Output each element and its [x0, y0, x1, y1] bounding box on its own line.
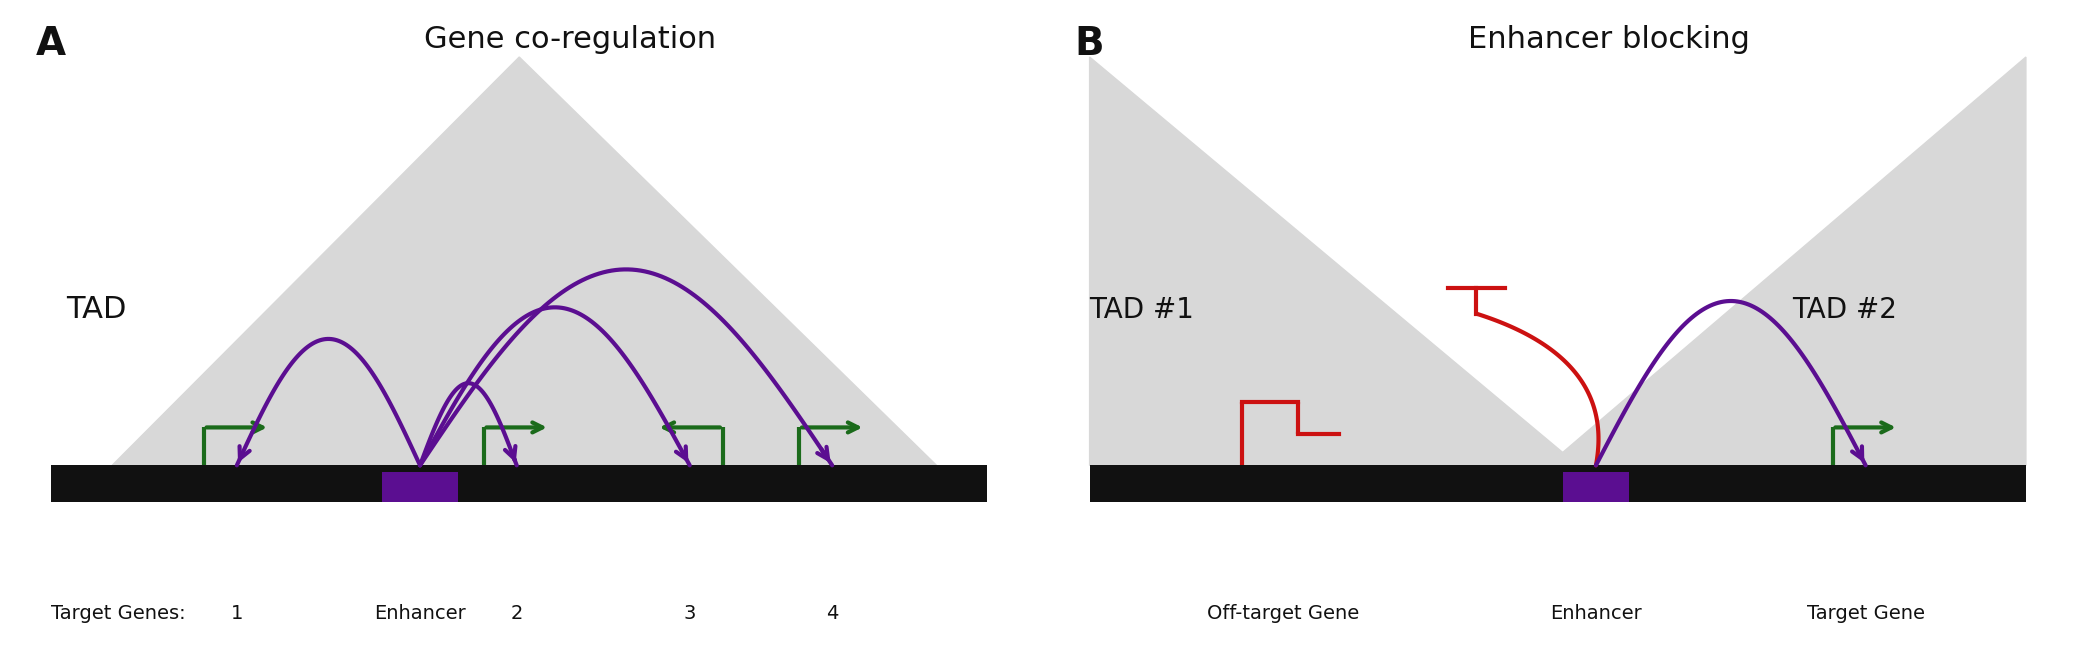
Polygon shape	[1547, 57, 2025, 465]
Polygon shape	[112, 57, 937, 465]
Text: 1: 1	[231, 604, 243, 623]
Text: 4: 4	[827, 604, 839, 623]
Text: B: B	[1074, 25, 1105, 63]
Text: Enhancer: Enhancer	[1549, 604, 1641, 623]
Bar	[382, 473, 459, 502]
Text: TAD #2: TAD #2	[1792, 296, 1896, 324]
Text: Target Genes:: Target Genes:	[52, 604, 185, 623]
Text: TAD #1: TAD #1	[1090, 296, 1194, 324]
Text: 2: 2	[511, 604, 523, 623]
Bar	[1562, 473, 1628, 502]
Text: TAD: TAD	[66, 295, 127, 324]
Bar	[1090, 465, 2025, 502]
Text: Gene co-regulation: Gene co-regulation	[424, 25, 717, 54]
Text: 3: 3	[683, 604, 696, 623]
Bar	[52, 465, 987, 502]
Text: Target Gene: Target Gene	[1807, 604, 1925, 623]
Text: A: A	[35, 25, 66, 63]
Text: Enhancer blocking: Enhancer blocking	[1468, 25, 1749, 54]
Text: Off-target Gene: Off-target Gene	[1207, 604, 1358, 623]
Text: Enhancer: Enhancer	[374, 604, 465, 623]
Polygon shape	[1090, 57, 1579, 465]
